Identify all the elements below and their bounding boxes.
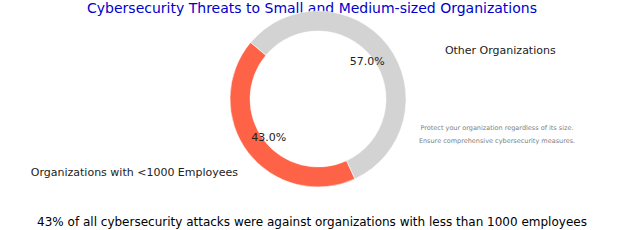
chart: Cybersecurity Threats to Small and Mediu… <box>0 0 624 230</box>
slice <box>251 11 406 179</box>
annotation: Ensure comprehensive cybersecurity measu… <box>419 137 575 145</box>
category-label: Organizations with <1000 Employees <box>31 166 239 179</box>
annotation: Protect your organization regardless of … <box>421 124 574 132</box>
slices <box>230 11 406 187</box>
slice <box>230 42 355 187</box>
caption: 43% of all cybersecurity attacks were ag… <box>37 215 587 229</box>
category-label: Other Organizations <box>445 44 556 57</box>
data-label: 57.0% <box>350 55 385 68</box>
data-label: 43.0% <box>251 131 286 144</box>
